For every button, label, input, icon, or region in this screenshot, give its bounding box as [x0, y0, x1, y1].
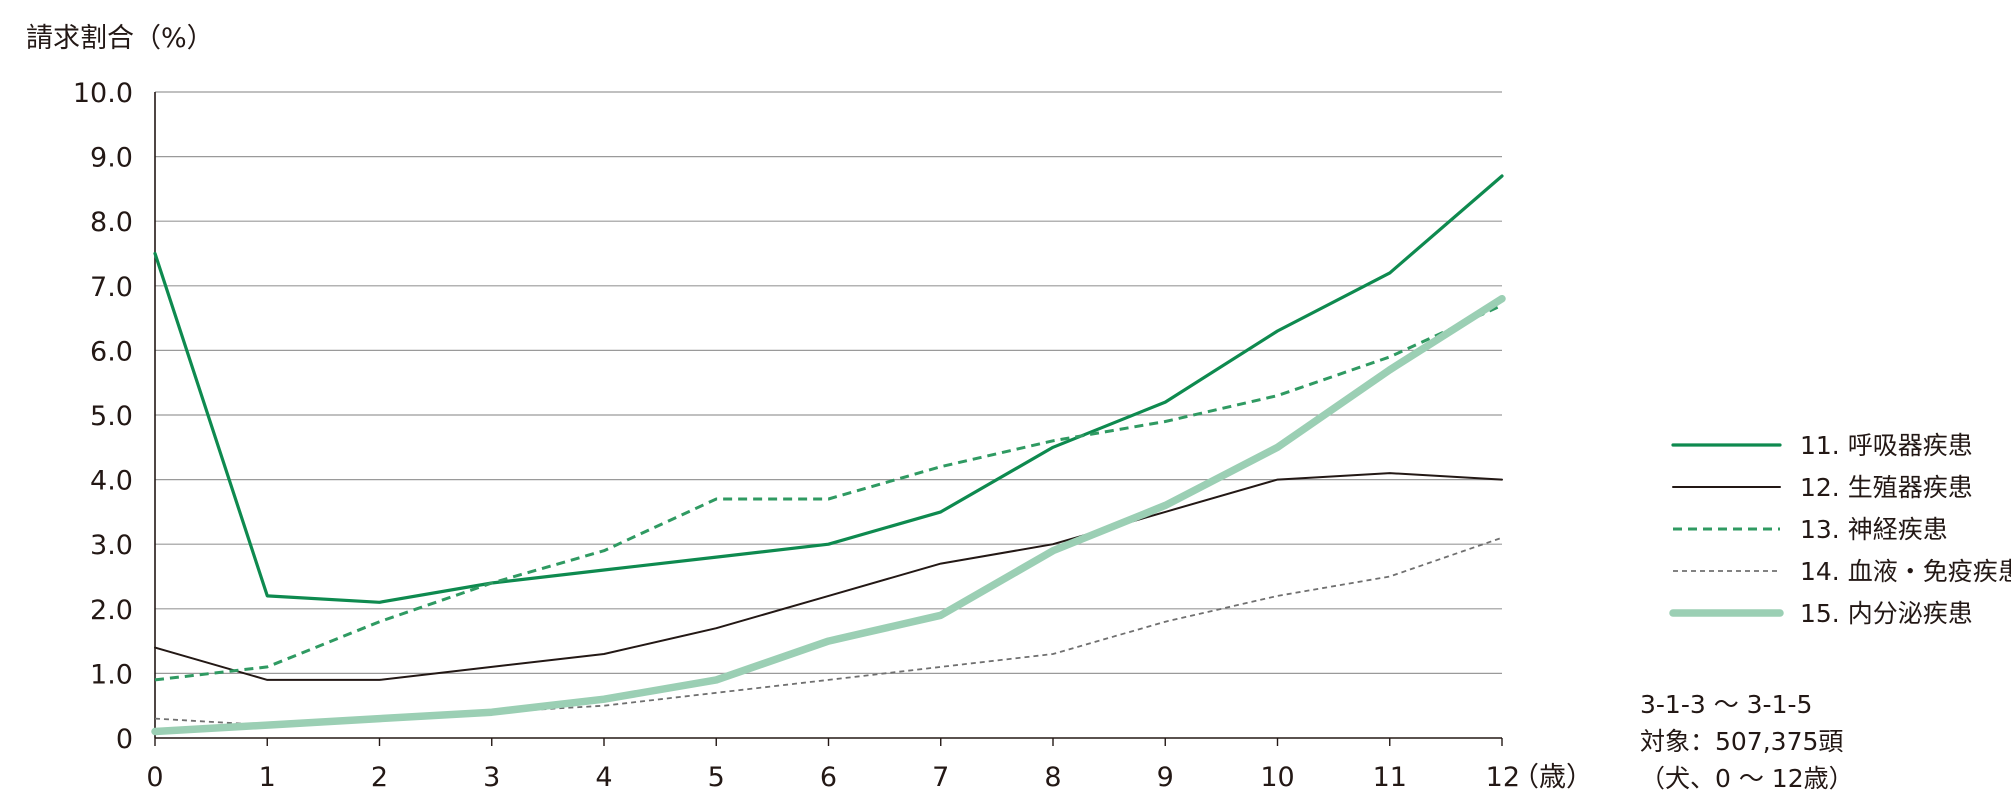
x-tick-label: 7 — [932, 762, 949, 792]
x-tick-label: 8 — [1044, 762, 1061, 792]
legend-label: 12. 生殖器疾患 — [1800, 473, 1973, 502]
y-tick-label: 10.0 — [73, 78, 133, 109]
x-tick-label: 3 — [483, 762, 500, 792]
y-tick-label: 6.0 — [90, 336, 133, 367]
legend-label: 15. 内分泌疾患 — [1800, 599, 1973, 628]
x-tick-label: 12 — [1486, 762, 1520, 792]
y-tick-label: 4.0 — [90, 466, 133, 497]
sample-note: 3-1-3 〜 3-1-5 対象：507,375頭 （犬、0 〜 12歳） — [1640, 686, 1854, 797]
x-tick-label: 6 — [820, 762, 837, 792]
y-tick-label: 3.0 — [90, 530, 133, 561]
x-tick-label: 2 — [371, 762, 388, 792]
series-line-15 — [151, 294, 1506, 736]
y-tick-label: 1.0 — [90, 659, 133, 690]
legend: 11. 呼吸器疾患 12. 生殖器疾患 13. 神経疾患 14. 血液・免疫疾患 15.… — [1669, 431, 2011, 628]
note-line-2: 対象：507,375頭 — [1640, 727, 1844, 756]
y-tick-label: 7.0 — [90, 272, 133, 303]
x-tick-label: 9 — [1157, 762, 1174, 792]
x-tick-label: 5 — [708, 762, 725, 792]
y-tick-label: 5.0 — [90, 401, 133, 432]
series-line-11 — [153, 174, 1504, 604]
x-tick-labels: 0 1 2 3 4 5 6 7 8 9 10 11 12 — [146, 738, 1520, 792]
y-tick-label: 0 — [116, 724, 133, 755]
series-lines — [151, 174, 1506, 736]
y-tick-label: 2.0 — [90, 595, 133, 626]
series-line-14 — [154, 536, 1503, 726]
legend-label: 14. 血液・免疫疾患 — [1800, 557, 2011, 586]
series-line-13 — [154, 303, 1503, 682]
y-axis-label: 請求割合（%） — [26, 23, 214, 54]
note-line-1: 3-1-3 〜 3-1-5 — [1640, 690, 1813, 719]
series-line-12 — [154, 472, 1503, 681]
legend-label: 11. 呼吸器疾患 — [1800, 431, 1973, 460]
x-tick-label: 4 — [595, 762, 612, 792]
y-tick-label: 8.0 — [90, 207, 133, 238]
note-line-3: （犬、0 〜 12歳） — [1640, 764, 1854, 793]
x-tick-label: 11 — [1373, 762, 1407, 792]
x-axis-unit: （歳） — [1512, 762, 1593, 792]
x-tick-label: 1 — [259, 762, 276, 792]
y-tick-label: 9.0 — [90, 143, 133, 174]
x-tick-label: 10 — [1260, 762, 1294, 792]
y-tick-labels: 0 1.0 2.0 3.0 4.0 5.0 6.0 7.0 8.0 9.0 10.0 — [73, 78, 133, 755]
grid-lines — [154, 91, 1502, 739]
legend-label: 13. 神経疾患 — [1800, 515, 1948, 544]
x-tick-label: 0 — [146, 762, 163, 792]
